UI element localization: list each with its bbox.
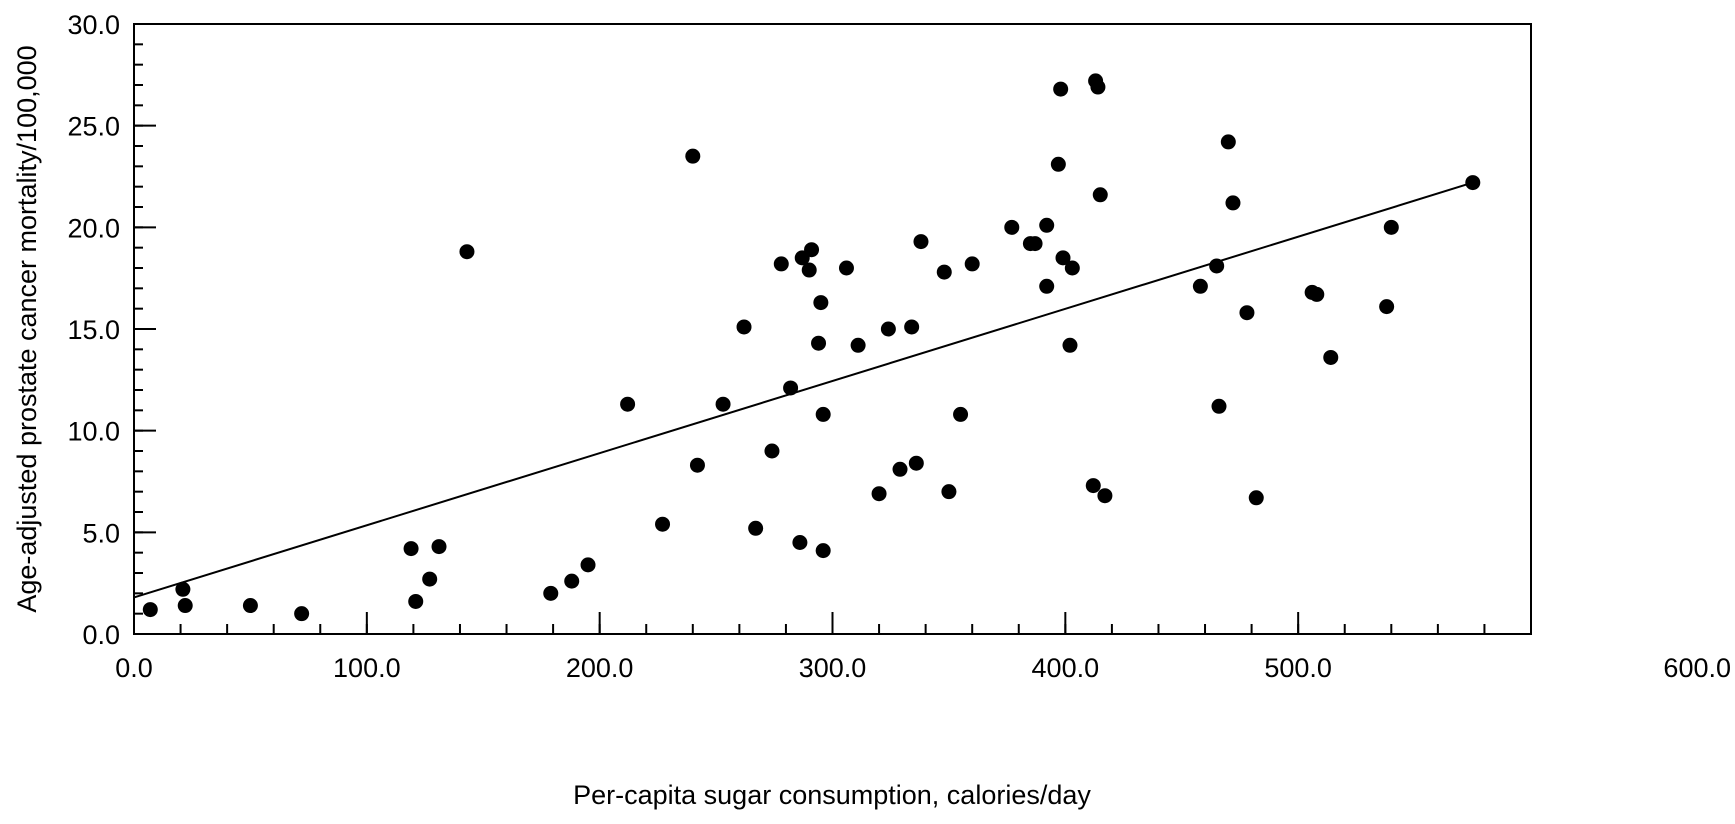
x-tick-label: 600.0	[1663, 653, 1731, 683]
data-point	[801, 262, 817, 278]
data-point	[422, 571, 438, 587]
data-point	[242, 598, 258, 614]
data-point	[892, 461, 908, 477]
data-point	[1192, 278, 1208, 294]
trendline	[133, 181, 1474, 599]
data-point	[815, 543, 831, 559]
data-point	[773, 256, 789, 272]
data-point	[936, 264, 952, 280]
major-ticks	[133, 23, 1532, 635]
data-point	[564, 573, 580, 589]
x-axis-label: Per-capita sugar consumption, calories/d…	[573, 780, 1091, 810]
data-point	[811, 335, 827, 351]
data-point	[850, 337, 866, 353]
data-point	[408, 593, 424, 609]
x-tick-label: 300.0	[799, 653, 867, 683]
data-point	[1379, 299, 1395, 315]
x-axis-tick-labels: 0.0 100.0 200.0 300.0 400.0 500.0 600.0	[115, 653, 1731, 683]
data-point	[620, 396, 636, 412]
data-point	[1209, 258, 1225, 274]
data-point	[1055, 250, 1071, 266]
data-point	[1090, 79, 1106, 95]
data-point	[655, 516, 671, 532]
data-point	[431, 539, 447, 555]
data-point	[904, 319, 920, 335]
data-point	[1097, 488, 1113, 504]
y-tick-label: 10.0	[67, 417, 120, 447]
data-point	[715, 396, 731, 412]
y-tick-label: 25.0	[67, 112, 120, 142]
data-point	[871, 486, 887, 502]
y-axis-label: Age-adjusted prostate cancer mortality/1…	[12, 45, 42, 612]
x-tick-label: 500.0	[1264, 653, 1332, 683]
y-tick-label: 15.0	[67, 315, 120, 345]
data-point	[1050, 156, 1066, 172]
data-point	[1383, 219, 1399, 235]
data-point	[175, 581, 191, 597]
data-point	[142, 602, 158, 618]
data-point	[748, 520, 764, 536]
trendline-layer	[133, 181, 1474, 599]
x-tick-label: 400.0	[1032, 653, 1100, 683]
data-point	[1323, 349, 1339, 365]
data-point	[1027, 236, 1043, 252]
data-point	[1309, 286, 1325, 302]
data-point	[964, 256, 980, 272]
data-point	[1053, 81, 1069, 97]
data-point	[1225, 195, 1241, 211]
data-point	[689, 457, 705, 473]
data-point	[177, 598, 193, 614]
data-point	[1248, 490, 1264, 506]
x-tick-label: 100.0	[333, 653, 401, 683]
data-point	[1465, 175, 1481, 191]
data-point	[1211, 398, 1227, 414]
data-point	[403, 541, 419, 557]
data-point	[1004, 219, 1020, 235]
x-tick-label: 200.0	[566, 653, 634, 683]
y-axis-tick-labels: 0.0 5.0 10.0 15.0 20.0 25.0 30.0	[67, 10, 120, 650]
data-point	[764, 443, 780, 459]
data-point	[294, 606, 310, 622]
data-point	[580, 557, 596, 573]
plot-area	[133, 23, 1532, 635]
data-point	[1239, 305, 1255, 321]
data-point	[736, 319, 752, 335]
y-tick-label: 20.0	[67, 213, 120, 243]
data-point	[1039, 278, 1055, 294]
data-point	[838, 260, 854, 276]
data-point	[1064, 260, 1080, 276]
y-tick-label: 30.0	[67, 10, 120, 40]
x-tick-label: 0.0	[115, 653, 153, 683]
data-point	[1085, 478, 1101, 494]
data-point	[804, 242, 820, 258]
data-point	[1220, 134, 1236, 150]
data-point	[685, 148, 701, 164]
data-point	[783, 380, 799, 396]
data-point	[880, 321, 896, 337]
data-point	[1062, 337, 1078, 353]
data-points	[142, 73, 1481, 622]
data-point	[813, 295, 829, 311]
data-point	[792, 535, 808, 550]
data-point	[1092, 187, 1108, 203]
data-point	[941, 484, 957, 500]
y-tick-label: 5.0	[82, 518, 120, 548]
data-point	[815, 406, 831, 422]
data-point	[1039, 217, 1055, 233]
data-point	[543, 585, 559, 601]
data-point	[913, 234, 929, 250]
data-point	[908, 455, 924, 471]
data-point	[459, 244, 475, 260]
y-tick-label: 0.0	[82, 620, 120, 650]
data-point	[953, 406, 969, 422]
